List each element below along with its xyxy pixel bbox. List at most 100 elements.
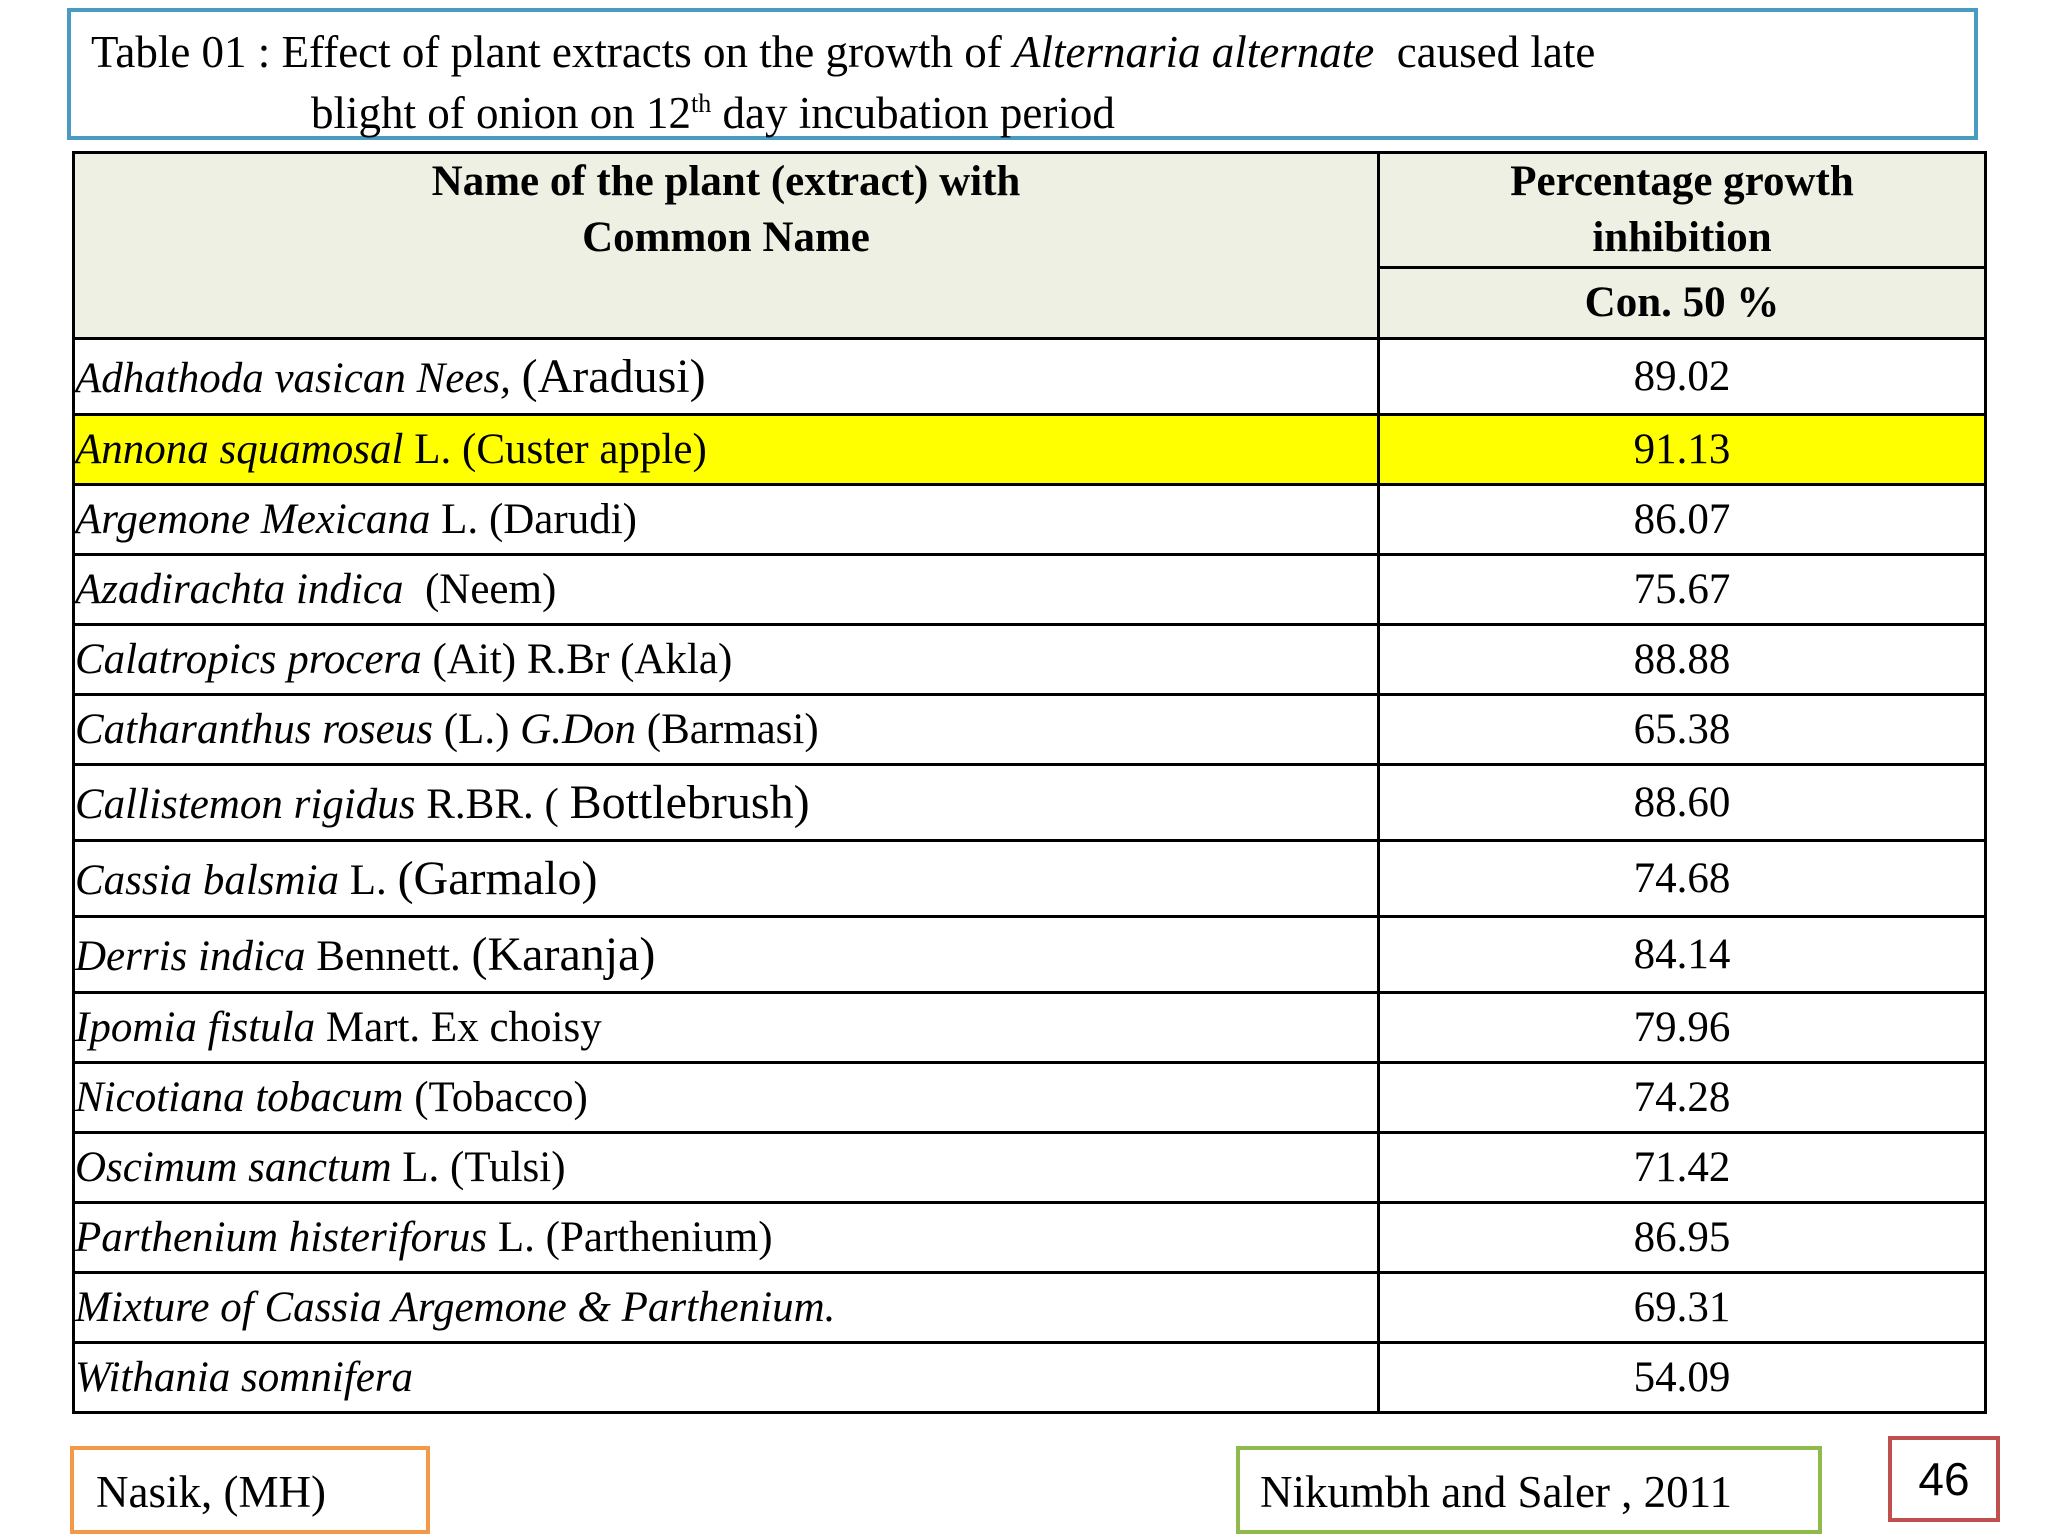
inhibition-value: 89.02 <box>1377 337 1987 416</box>
author-citation <box>511 355 522 402</box>
table-row: Ipomia fistula Mart. Ex choisy 79.96 <box>72 991 1987 1064</box>
inhibition-value: 74.68 <box>1377 839 1987 918</box>
table-body: Adhathoda vasican Nees, (Aradusi) 89.02 An… <box>72 337 1987 1414</box>
scientific-name: Mixture of Cassia Argemone & Parthenium. <box>75 1284 836 1331</box>
inhibition-value: 86.95 <box>1377 1201 1987 1274</box>
plant-name-cell: Adhathoda vasican Nees, (Aradusi) <box>72 337 1380 416</box>
title-organism: Alternaria alternate <box>1012 27 1375 77</box>
common-name: (Tulsi) <box>450 1144 566 1191</box>
inhibition-value: 91.13 <box>1377 413 1987 486</box>
scientific-name: Adhathoda vasican Nees, <box>75 355 511 402</box>
header-inhibition-line2: inhibition <box>1592 214 1772 261</box>
header-plant-name-line1: Name of the plant (extract) with <box>431 158 1021 205</box>
plant-name-cell: Callistemon rigidus R.BR. ( Bottlebrush) <box>72 763 1380 842</box>
header-inhibition-line1: Percentage growth <box>1510 158 1854 205</box>
plant-name-cell: Derris indica Bennett. (Karanja) <box>72 915 1380 994</box>
author-citation: L. <box>430 496 489 543</box>
inhibition-value: 69.31 <box>1377 1271 1987 1344</box>
inhibition-value: 74.28 <box>1377 1061 1987 1134</box>
page-number: 46 <box>1888 1436 2000 1522</box>
common-name: (Aradusi) <box>521 350 706 403</box>
inhibition-value: 71.42 <box>1377 1131 1987 1204</box>
author-citation: L. <box>391 1144 451 1191</box>
table-row: Azadirachta indica (Neem) 75.67 <box>72 553 1987 626</box>
plant-name-cell: Catharanthus roseus (L.) G.Don (Barmasi) <box>72 693 1380 766</box>
header-plant-name-line2: Common Name <box>582 214 870 261</box>
author-citation: (Ait) R.Br <box>421 636 621 683</box>
author-citation: Mart. Ex choisy <box>315 1004 602 1051</box>
title-line2-before: blight of onion on 12 <box>311 88 691 138</box>
plant-name-cell: Mixture of Cassia Argemone & Parthenium. <box>72 1271 1380 1344</box>
inhibition-value: 79.96 <box>1377 991 1987 1064</box>
inhibition-value: 88.60 <box>1377 763 1987 842</box>
scientific-name: Derris indica <box>75 933 306 980</box>
plant-name-cell: Annona squamosal L. (Custer apple) <box>72 413 1380 486</box>
title-suffix: caused late <box>1374 27 1596 77</box>
scientific-name: Parthenium histeriforus <box>75 1214 488 1261</box>
plant-name-cell: Nicotiana tobacum (Tobacco) <box>72 1061 1380 1134</box>
inhibition-value: 54.09 <box>1377 1341 1987 1414</box>
citation-text: Nikumbh and Saler , 2011 <box>1260 1467 1733 1517</box>
table-row: Mixture of Cassia Argemone & Parthenium.… <box>72 1271 1987 1344</box>
scientific-name: Calatropics procera <box>75 636 422 683</box>
scientific-name: Oscimum sanctum <box>75 1144 392 1191</box>
citation-box: Nikumbh and Saler , 2011 <box>1236 1446 1822 1534</box>
author-citation: R.BR. ( <box>415 781 570 828</box>
table-row: Calatropics procera (Ait) R.Br (Akla) 88.… <box>72 623 1987 696</box>
extract-table: Name of the plant (extract) with Common … <box>72 151 1987 1414</box>
common-name: (Parthenium) <box>545 1214 773 1261</box>
scientific-name: Annona squamosal <box>75 426 404 473</box>
common-name: (Neem) <box>424 566 557 613</box>
scientific-name: Nicotiana tobacum <box>75 1074 404 1121</box>
inhibition-value: 86.07 <box>1377 483 1987 556</box>
author-citation: L. <box>339 857 398 904</box>
common-name: (Garmalo) <box>397 852 598 905</box>
author-name: G.Don <box>520 706 636 753</box>
scientific-name: Catharanthus roseus <box>75 706 433 753</box>
header-concentration: Con. 50 % <box>1377 266 1987 340</box>
title-prefix: Table 01 : Effect of plant extracts on t… <box>91 27 1013 77</box>
plant-name-cell: Parthenium histeriforus L. (Parthenium) <box>72 1201 1380 1274</box>
author-citation: Bennett. <box>305 933 472 980</box>
author-citation: (L.) <box>432 706 521 753</box>
plant-name-cell: Withania somnifera <box>72 1341 1380 1414</box>
title-line2-sup: th <box>691 89 712 118</box>
plant-name-cell: Argemone Mexicana L. (Darudi) <box>72 483 1380 556</box>
scientific-name: Callistemon rigidus <box>75 781 416 828</box>
table-row: Annona squamosal L. (Custer apple) 91.13 <box>72 413 1987 486</box>
inhibition-value: 65.38 <box>1377 693 1987 766</box>
title-line2-after: day incubation period <box>711 88 1115 138</box>
common-name: (Karanja) <box>471 928 656 981</box>
scientific-name: Argemone Mexicana <box>75 496 431 543</box>
scientific-name: Ipomia fistula <box>75 1004 316 1051</box>
scientific-name: Azadirachta indica <box>75 566 404 613</box>
plant-name-cell: Ipomia fistula Mart. Ex choisy <box>72 991 1380 1064</box>
common-name: (Custer apple) <box>462 426 707 473</box>
plant-name-cell: Calatropics procera (Ait) R.Br (Akla) <box>72 623 1380 696</box>
common-name: (Tobacco) <box>414 1074 588 1121</box>
inhibition-value: 75.67 <box>1377 553 1987 626</box>
table-row: Nicotiana tobacum (Tobacco) 74.28 <box>72 1061 1987 1134</box>
common-name: (Akla) <box>620 636 733 683</box>
table-row: Cassia balsmia L. (Garmalo) 74.68 <box>72 839 1987 918</box>
author-citation: L. <box>487 1214 546 1261</box>
header-plant-name: Name of the plant (extract) with Common … <box>72 151 1380 340</box>
table-title: Table 01 : Effect of plant extracts on t… <box>67 8 1978 140</box>
location-text: Nasik, (MH) <box>96 1467 326 1517</box>
table-row: Oscimum sanctum L. (Tulsi) 71.42 <box>72 1131 1987 1204</box>
author-citation: L. <box>403 426 463 473</box>
table-row: Parthenium histeriforus L. (Parthenium) 8… <box>72 1201 1987 1274</box>
table-row: Callistemon rigidus R.BR. ( Bottlebrush)… <box>72 763 1987 842</box>
plant-name-cell: Azadirachta indica (Neem) <box>72 553 1380 626</box>
common-name: (Barmasi) <box>636 706 819 753</box>
author-citation <box>403 566 425 613</box>
header-inhibition: Percentage growth inhibition <box>1377 151 1987 269</box>
plant-name-cell: Cassia balsmia L. (Garmalo) <box>72 839 1380 918</box>
title-line-1: Table 01 : Effect of plant extracts on t… <box>91 22 1974 83</box>
table-row: Argemone Mexicana L. (Darudi) 86.07 <box>72 483 1987 556</box>
table-row: Adhathoda vasican Nees, (Aradusi) 89.02 <box>72 337 1987 416</box>
table-row: Derris indica Bennett. (Karanja) 84.14 <box>72 915 1987 994</box>
scientific-name: Cassia balsmia <box>75 857 340 904</box>
common-name: (Darudi) <box>488 496 637 543</box>
common-name: Bottlebrush) <box>569 776 810 829</box>
